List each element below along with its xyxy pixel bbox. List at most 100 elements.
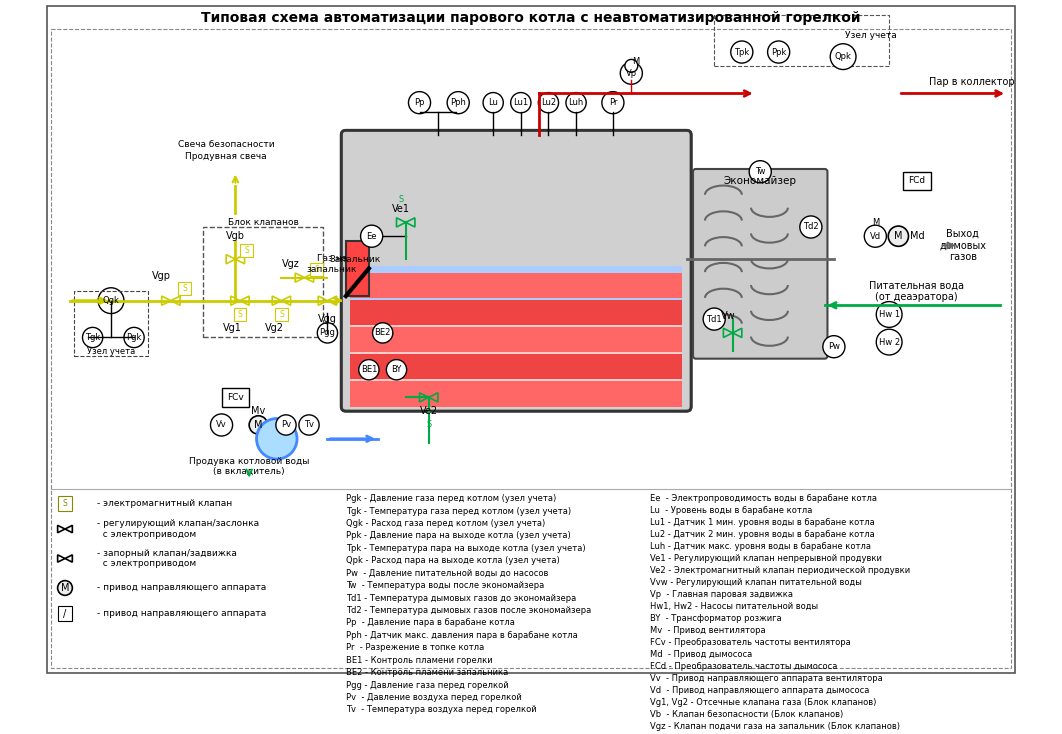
Text: S: S — [426, 421, 431, 429]
Text: Pw: Pw — [828, 342, 840, 351]
Circle shape — [749, 161, 771, 183]
Circle shape — [447, 92, 469, 114]
Bar — [350, 354, 682, 379]
Text: Vgz - Клапан подачи газа на запальник (Блок клапанов): Vgz - Клапан подачи газа на запальник (Б… — [650, 722, 900, 730]
Text: M: M — [61, 583, 69, 593]
Bar — [350, 272, 682, 298]
Text: Ve1: Ve1 — [392, 203, 410, 214]
Circle shape — [210, 414, 233, 436]
Text: Tv  - Температура воздуха перед горелкой: Tv - Температура воздуха перед горелкой — [346, 705, 536, 714]
Text: Qpk - Расход пара на выходе котла (узел учета): Qpk - Расход пара на выходе котла (узел … — [346, 556, 560, 565]
Circle shape — [823, 335, 845, 357]
FancyBboxPatch shape — [693, 169, 827, 359]
Text: - электромагнитный клапан: - электромагнитный клапан — [98, 498, 233, 508]
Bar — [57, 496, 72, 511]
Text: Свеча безопасности: Свеча безопасности — [177, 139, 274, 148]
Text: Lu2 - Датчик 2 мин. уровня воды в барабане котла: Lu2 - Датчик 2 мин. уровня воды в бараба… — [650, 530, 874, 539]
Text: Lu1: Lu1 — [513, 98, 529, 107]
Text: Tpk - Температура пара на выходе котла (узел учета): Tpk - Температура пара на выходе котла (… — [346, 544, 585, 553]
Text: BE2: BE2 — [375, 328, 391, 338]
Text: Lu: Lu — [489, 98, 498, 107]
Text: Ppk - Давление пара на выходе котла (узел учета): Ppk - Давление пара на выходе котла (узе… — [346, 531, 570, 540]
Text: Pph: Pph — [450, 98, 466, 107]
Circle shape — [483, 92, 503, 113]
Text: Pgg - Давление газа перед горелкой: Pgg - Давление газа перед горелкой — [346, 680, 509, 690]
Bar — [310, 263, 323, 276]
Bar — [346, 241, 369, 296]
Circle shape — [538, 92, 559, 113]
Circle shape — [359, 360, 379, 380]
Text: FCd: FCd — [908, 176, 925, 186]
Circle shape — [620, 62, 643, 84]
Bar — [350, 307, 682, 402]
Text: Vgb: Vgb — [226, 231, 245, 241]
Text: Qgk - Расход газа перед котлом (узел учета): Qgk - Расход газа перед котлом (узел уче… — [346, 519, 545, 528]
Text: Pv  - Давление воздуха перед горелкой: Pv - Давление воздуха перед горелкой — [346, 693, 521, 702]
Text: Tgk - Температура газа перед котлом (узел учета): Tgk - Температура газа перед котлом (узе… — [346, 506, 571, 515]
Circle shape — [373, 323, 393, 343]
Text: M: M — [632, 57, 639, 66]
Text: Запальник: Запальник — [329, 255, 380, 264]
Text: Pr: Pr — [609, 98, 617, 107]
Text: Ee  - Электропроводимость воды в барабане котла: Ee - Электропроводимость воды в барабане… — [650, 494, 877, 503]
Text: Qpk: Qpk — [835, 52, 852, 61]
FancyBboxPatch shape — [903, 172, 930, 190]
Text: Pgk: Pgk — [126, 333, 141, 342]
Text: Узел учета: Узел учета — [845, 31, 896, 40]
Circle shape — [276, 415, 296, 435]
Bar — [240, 244, 253, 258]
Bar — [57, 606, 72, 621]
Text: Ee: Ee — [366, 232, 377, 241]
Text: Vg1: Vg1 — [223, 323, 242, 333]
Text: - привод направляющего аппарата: - привод направляющего аппарата — [98, 584, 267, 592]
Circle shape — [409, 92, 430, 114]
Circle shape — [703, 308, 725, 330]
Bar — [275, 308, 288, 321]
Text: Pgk - Давление газа перед котлом (узел учета): Pgk - Давление газа перед котлом (узел у… — [346, 494, 556, 503]
Circle shape — [511, 92, 531, 113]
Text: Экономайзер: Экономайзер — [723, 176, 796, 186]
Text: Продувка котловой воды
(в вкладитель): Продувка котловой воды (в вкладитель) — [189, 457, 309, 476]
Text: Vvw - Регулирующий клапан питательной воды: Vvw - Регулирующий клапан питательной во… — [650, 578, 861, 587]
Text: Hw 2: Hw 2 — [878, 338, 900, 346]
Text: BE1 - Контроль пламени горелки: BE1 - Контроль пламени горелки — [346, 655, 493, 665]
Text: FCv: FCv — [227, 393, 243, 401]
Text: S: S — [279, 310, 284, 319]
Text: Td2 - Температура дымовых газов после экономайзера: Td2 - Температура дымовых газов после эк… — [346, 606, 592, 615]
Text: Hw1, Hw2 - Насосы питательной воды: Hw1, Hw2 - Насосы питательной воды — [650, 602, 818, 611]
Text: S: S — [63, 498, 67, 508]
Text: Pw  - Давление питательной воды до насосов: Pw - Давление питательной воды до насосо… — [346, 569, 548, 578]
Bar — [178, 283, 191, 295]
Text: Питательная вода
(от деаэратора): Питательная вода (от деаэратора) — [870, 280, 964, 302]
Text: M: M — [254, 420, 262, 430]
Text: BY: BY — [391, 366, 401, 374]
Text: S: S — [398, 195, 404, 204]
Circle shape — [98, 288, 124, 313]
Text: Типовая схема автоматизации парового котла с неавтоматизированной горелкой: Типовая схема автоматизации парового кот… — [201, 11, 860, 25]
Text: Vgz: Vgz — [281, 259, 299, 269]
Text: Tgk: Tgk — [85, 333, 100, 342]
Text: Hw 1: Hw 1 — [878, 310, 900, 319]
Text: Lu2: Lu2 — [541, 98, 556, 107]
Circle shape — [83, 327, 103, 348]
Text: - запорный клапан/задвижка
  с электроприводом: - запорный клапан/задвижка с электроприв… — [98, 549, 237, 568]
Text: S: S — [183, 284, 187, 293]
Text: Vd  - Привод направляющего аппарата дымососа: Vd - Привод направляющего аппарата дымос… — [650, 686, 869, 694]
Text: Vv: Vv — [217, 421, 227, 429]
Text: Pr  - Разрежение в топке котла: Pr - Разрежение в топке котла — [346, 643, 484, 653]
Text: Pv: Pv — [281, 421, 291, 429]
Text: Mv: Mv — [252, 406, 266, 416]
Text: Td1 - Температура дымовых газов до экономайзера: Td1 - Температура дымовых газов до эконо… — [346, 594, 576, 603]
Text: Td2: Td2 — [803, 222, 819, 231]
Text: BY  - Трансформатор розжига: BY - Трансформатор розжига — [650, 614, 782, 623]
Bar — [234, 308, 246, 321]
Text: Luh: Luh — [568, 98, 584, 107]
Text: Lu  - Уровень воды в барабане котла: Lu - Уровень воды в барабане котла — [650, 506, 812, 515]
Text: Ve2 - Электромагнитный клапан периодической продувки: Ve2 - Электромагнитный клапан периодичес… — [650, 566, 910, 575]
Text: Qgk: Qgk — [103, 296, 119, 305]
Bar — [203, 227, 323, 338]
Text: S: S — [238, 310, 242, 319]
Circle shape — [602, 92, 624, 114]
Circle shape — [387, 360, 407, 380]
Text: Pp  - Давление пара в барабане котла: Pp - Давление пара в барабане котла — [346, 619, 515, 628]
